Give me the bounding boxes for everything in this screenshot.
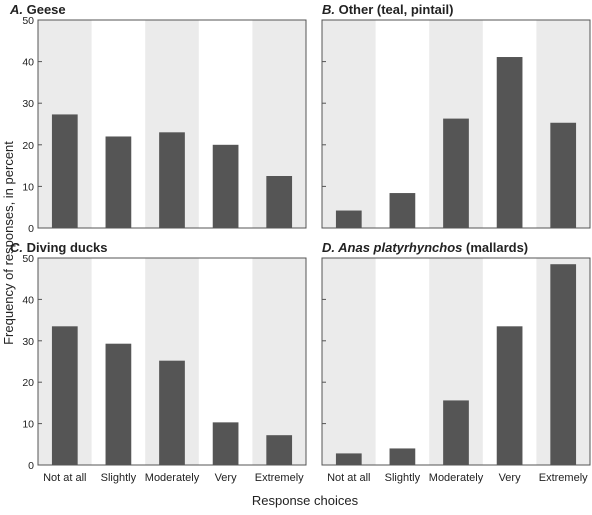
- panel-title-text: Diving ducks: [23, 240, 108, 255]
- chart-panel-2: B. Other (teal, pintail): [321, 2, 591, 229]
- y-tick-label: 10: [22, 181, 34, 193]
- bar: [159, 360, 185, 465]
- y-tick-label: 40: [22, 57, 34, 69]
- y-tick-label: 20: [22, 377, 34, 389]
- panel-frame: [321, 257, 591, 466]
- bar: [550, 264, 577, 465]
- category-band: [322, 20, 376, 228]
- x-tick-label: Moderately: [145, 472, 200, 484]
- x-tick-label: Very: [215, 472, 238, 484]
- panel-title: A. Geese: [9, 2, 66, 17]
- bar: [389, 448, 416, 465]
- x-tick-label: Extremely: [255, 472, 304, 484]
- bar: [212, 422, 239, 465]
- panel-title: D. Anas platyrhynchos (mallards): [322, 240, 528, 255]
- panel-title-text: (mallards): [462, 240, 528, 255]
- bar: [51, 114, 78, 228]
- y-axis-label: Frequency of responses, in percent: [1, 141, 16, 345]
- bar: [159, 132, 185, 228]
- bar: [105, 136, 132, 228]
- y-tick-label: 0: [28, 223, 34, 235]
- y-tick-label: 50: [22, 15, 34, 27]
- y-tick-label: 50: [22, 253, 34, 265]
- chart-panel-4: Not at all Slightly Moderately Very Extremel…: [321, 240, 591, 484]
- panel-title: C. Diving ducks: [10, 240, 108, 255]
- panel-frame: [37, 19, 307, 229]
- x-tick-label: Extremely: [539, 472, 588, 484]
- chart-panel-3: 0 10 20 30 40 50 Not at all Slightly Moderately V…: [10, 240, 307, 484]
- y-tick-label: 20: [22, 140, 34, 152]
- x-tick-label: Very: [499, 472, 522, 484]
- category-band: [322, 258, 376, 465]
- bar: [550, 122, 577, 228]
- bar: [51, 326, 78, 465]
- y-tick-label: 30: [22, 98, 34, 110]
- panel-frame: [321, 19, 591, 229]
- bar: [212, 144, 239, 228]
- panel-letter: B.: [322, 2, 335, 17]
- x-tick-label: Not at all: [43, 472, 86, 484]
- y-tick-label: 0: [28, 460, 34, 472]
- x-axis-label: Response choices: [252, 493, 359, 508]
- y-tick-label: 30: [22, 336, 34, 348]
- bar: [266, 176, 293, 228]
- bar: [266, 435, 293, 465]
- bar: [496, 326, 523, 465]
- panel-title: B. Other (teal, pintail): [322, 2, 453, 17]
- x-tick-label: Slightly: [101, 472, 137, 484]
- chart-panel-1: 0 10 20 30 40 50A. Geese: [9, 2, 307, 235]
- bar: [389, 193, 416, 228]
- x-tick-label: Moderately: [429, 472, 484, 484]
- y-tick-label: 10: [22, 419, 34, 431]
- panel-letter: D.: [322, 240, 335, 255]
- bar: [105, 343, 132, 465]
- panel-frame: [37, 257, 307, 466]
- bar: [443, 118, 469, 228]
- panel-title-italic: Anas platyrhynchos: [335, 240, 462, 255]
- panel-title-text: Other (teal, pintail): [335, 2, 453, 17]
- x-tick-label: Not at all: [327, 472, 370, 484]
- x-tick-label: Slightly: [385, 472, 421, 484]
- panel-letter: A.: [9, 2, 23, 17]
- bar: [496, 57, 523, 228]
- category-band: [252, 258, 306, 465]
- panel-title-text: Geese: [23, 2, 66, 17]
- bar: [443, 400, 469, 465]
- bar: [335, 210, 362, 228]
- panel-letter: C.: [10, 240, 23, 255]
- bar: [335, 453, 362, 465]
- y-tick-label: 40: [22, 294, 34, 306]
